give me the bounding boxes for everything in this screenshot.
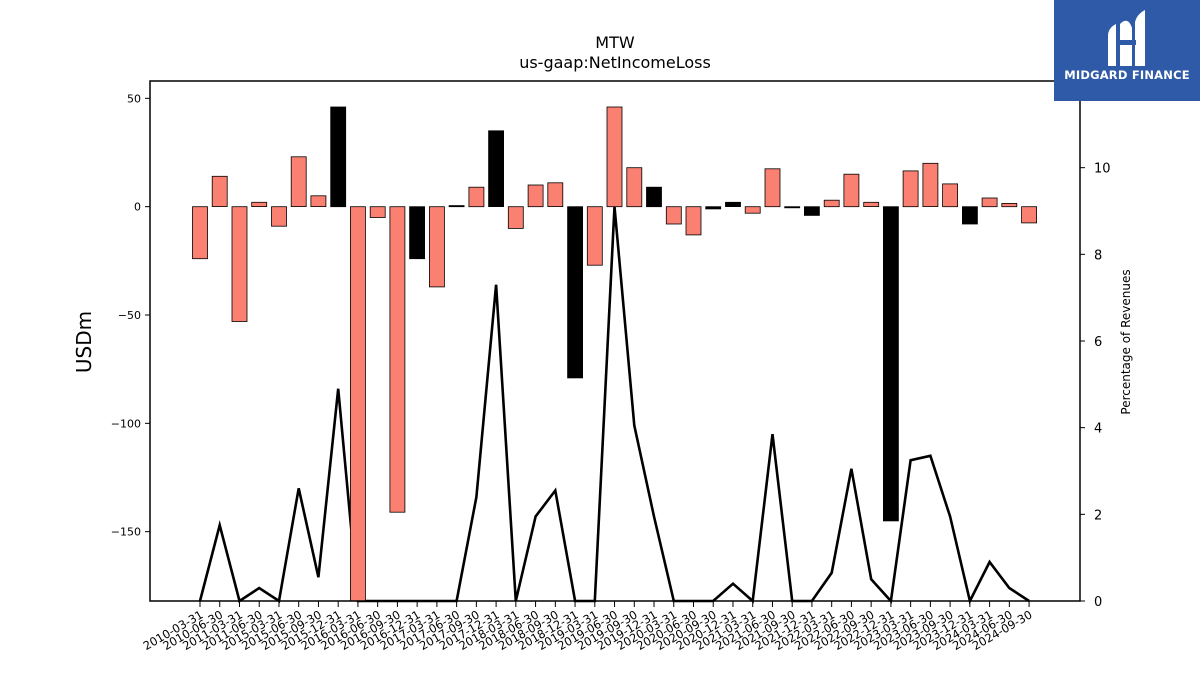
chart-subtitle: us-gaap:NetIncomeLoss: [519, 53, 711, 72]
brand-name: MIDGARD FINANCE: [1064, 68, 1190, 82]
bar-2018-03-31: [507, 206, 524, 229]
brand-logo: MIDGARD FINANCE: [1054, 0, 1200, 101]
y2-tick-label: 10: [1094, 162, 1111, 177]
bar-2021-09-30: [784, 206, 801, 209]
bar-2023-09-30: [942, 183, 958, 208]
bar-2015-09-30: [310, 195, 327, 208]
bar-2020-12-31: [725, 201, 741, 208]
bar-2018-09-30: [547, 182, 564, 208]
bar-2022-03-31: [823, 199, 840, 208]
bar-2016-12-31: [409, 206, 426, 260]
bar-2017-09-30: [468, 186, 485, 208]
bar-2019-12-31: [646, 186, 662, 208]
bar-2023-06-30: [922, 162, 939, 208]
midgard-logo-icon: [1108, 10, 1145, 66]
bar-2011-03-31: [231, 206, 248, 322]
bar-2022-06-30: [843, 173, 860, 208]
bar-2015-12-31: [330, 106, 347, 208]
bar-2016-03-31: [349, 206, 366, 602]
y2-tick-label: 8: [1094, 248, 1102, 263]
bar-2015-03-31: [271, 206, 287, 227]
bar-2017-03-31: [428, 206, 445, 288]
y2-tick-label: 6: [1094, 335, 1102, 350]
bar-2016-06-30: [369, 206, 386, 218]
chart-title: MTW: [595, 33, 635, 52]
plot-frame: [149, 80, 1081, 602]
y-tick-label: 0: [134, 201, 141, 214]
bar-2020-09-30: [705, 206, 722, 210]
bar-2024-06-30: [1001, 202, 1018, 208]
y2-tick-label: 0: [1094, 595, 1102, 610]
bar-2011-06-30: [251, 201, 268, 208]
bar-2022-12-31: [883, 206, 899, 522]
percentage-line-series: [198, 206, 1030, 605]
bar-2016-09-30: [389, 206, 406, 513]
bar-2015-06-30: [290, 156, 307, 208]
bar-2019-09-30: [626, 167, 643, 208]
bar-2019-06-30: [606, 106, 623, 208]
percentage-line: [198, 206, 1030, 605]
bar-2017-06-30: [448, 205, 465, 208]
bar-2010-03-31: [192, 206, 208, 260]
bar-2023-03-31: [902, 170, 919, 208]
bar-2020-06-30: [685, 206, 702, 236]
y2-tick-label: 4: [1094, 422, 1102, 437]
bar-2010-06-30: [211, 175, 228, 208]
y-axis-label: USDm: [72, 311, 96, 373]
bar-2021-12-31: [804, 206, 820, 216]
y2-tick-label: 2: [1094, 508, 1102, 523]
bar-2021-06-30: [764, 168, 781, 208]
bar-2018-12-31: [567, 206, 583, 379]
bar-2023-12-31: [962, 206, 978, 225]
bar-2022-09-30: [863, 201, 880, 208]
y-tick-label: −50: [118, 309, 141, 322]
bar-2018-06-30: [527, 184, 544, 208]
bar-2017-12-31: [488, 130, 505, 208]
bar-2020-03-31: [665, 206, 682, 225]
bar-series: [192, 106, 1037, 602]
y2-axis-label: Percentage of Revenues: [1119, 269, 1133, 414]
bar-2021-03-31: [744, 206, 761, 214]
y-tick-label: 50: [127, 92, 141, 105]
bar-2024-09-30: [1021, 206, 1037, 224]
bar-2019-03-31: [586, 206, 603, 266]
bar-2024-03-31: [981, 197, 998, 208]
y-tick-label: −150: [111, 526, 141, 539]
y-tick-label: −100: [111, 417, 141, 430]
